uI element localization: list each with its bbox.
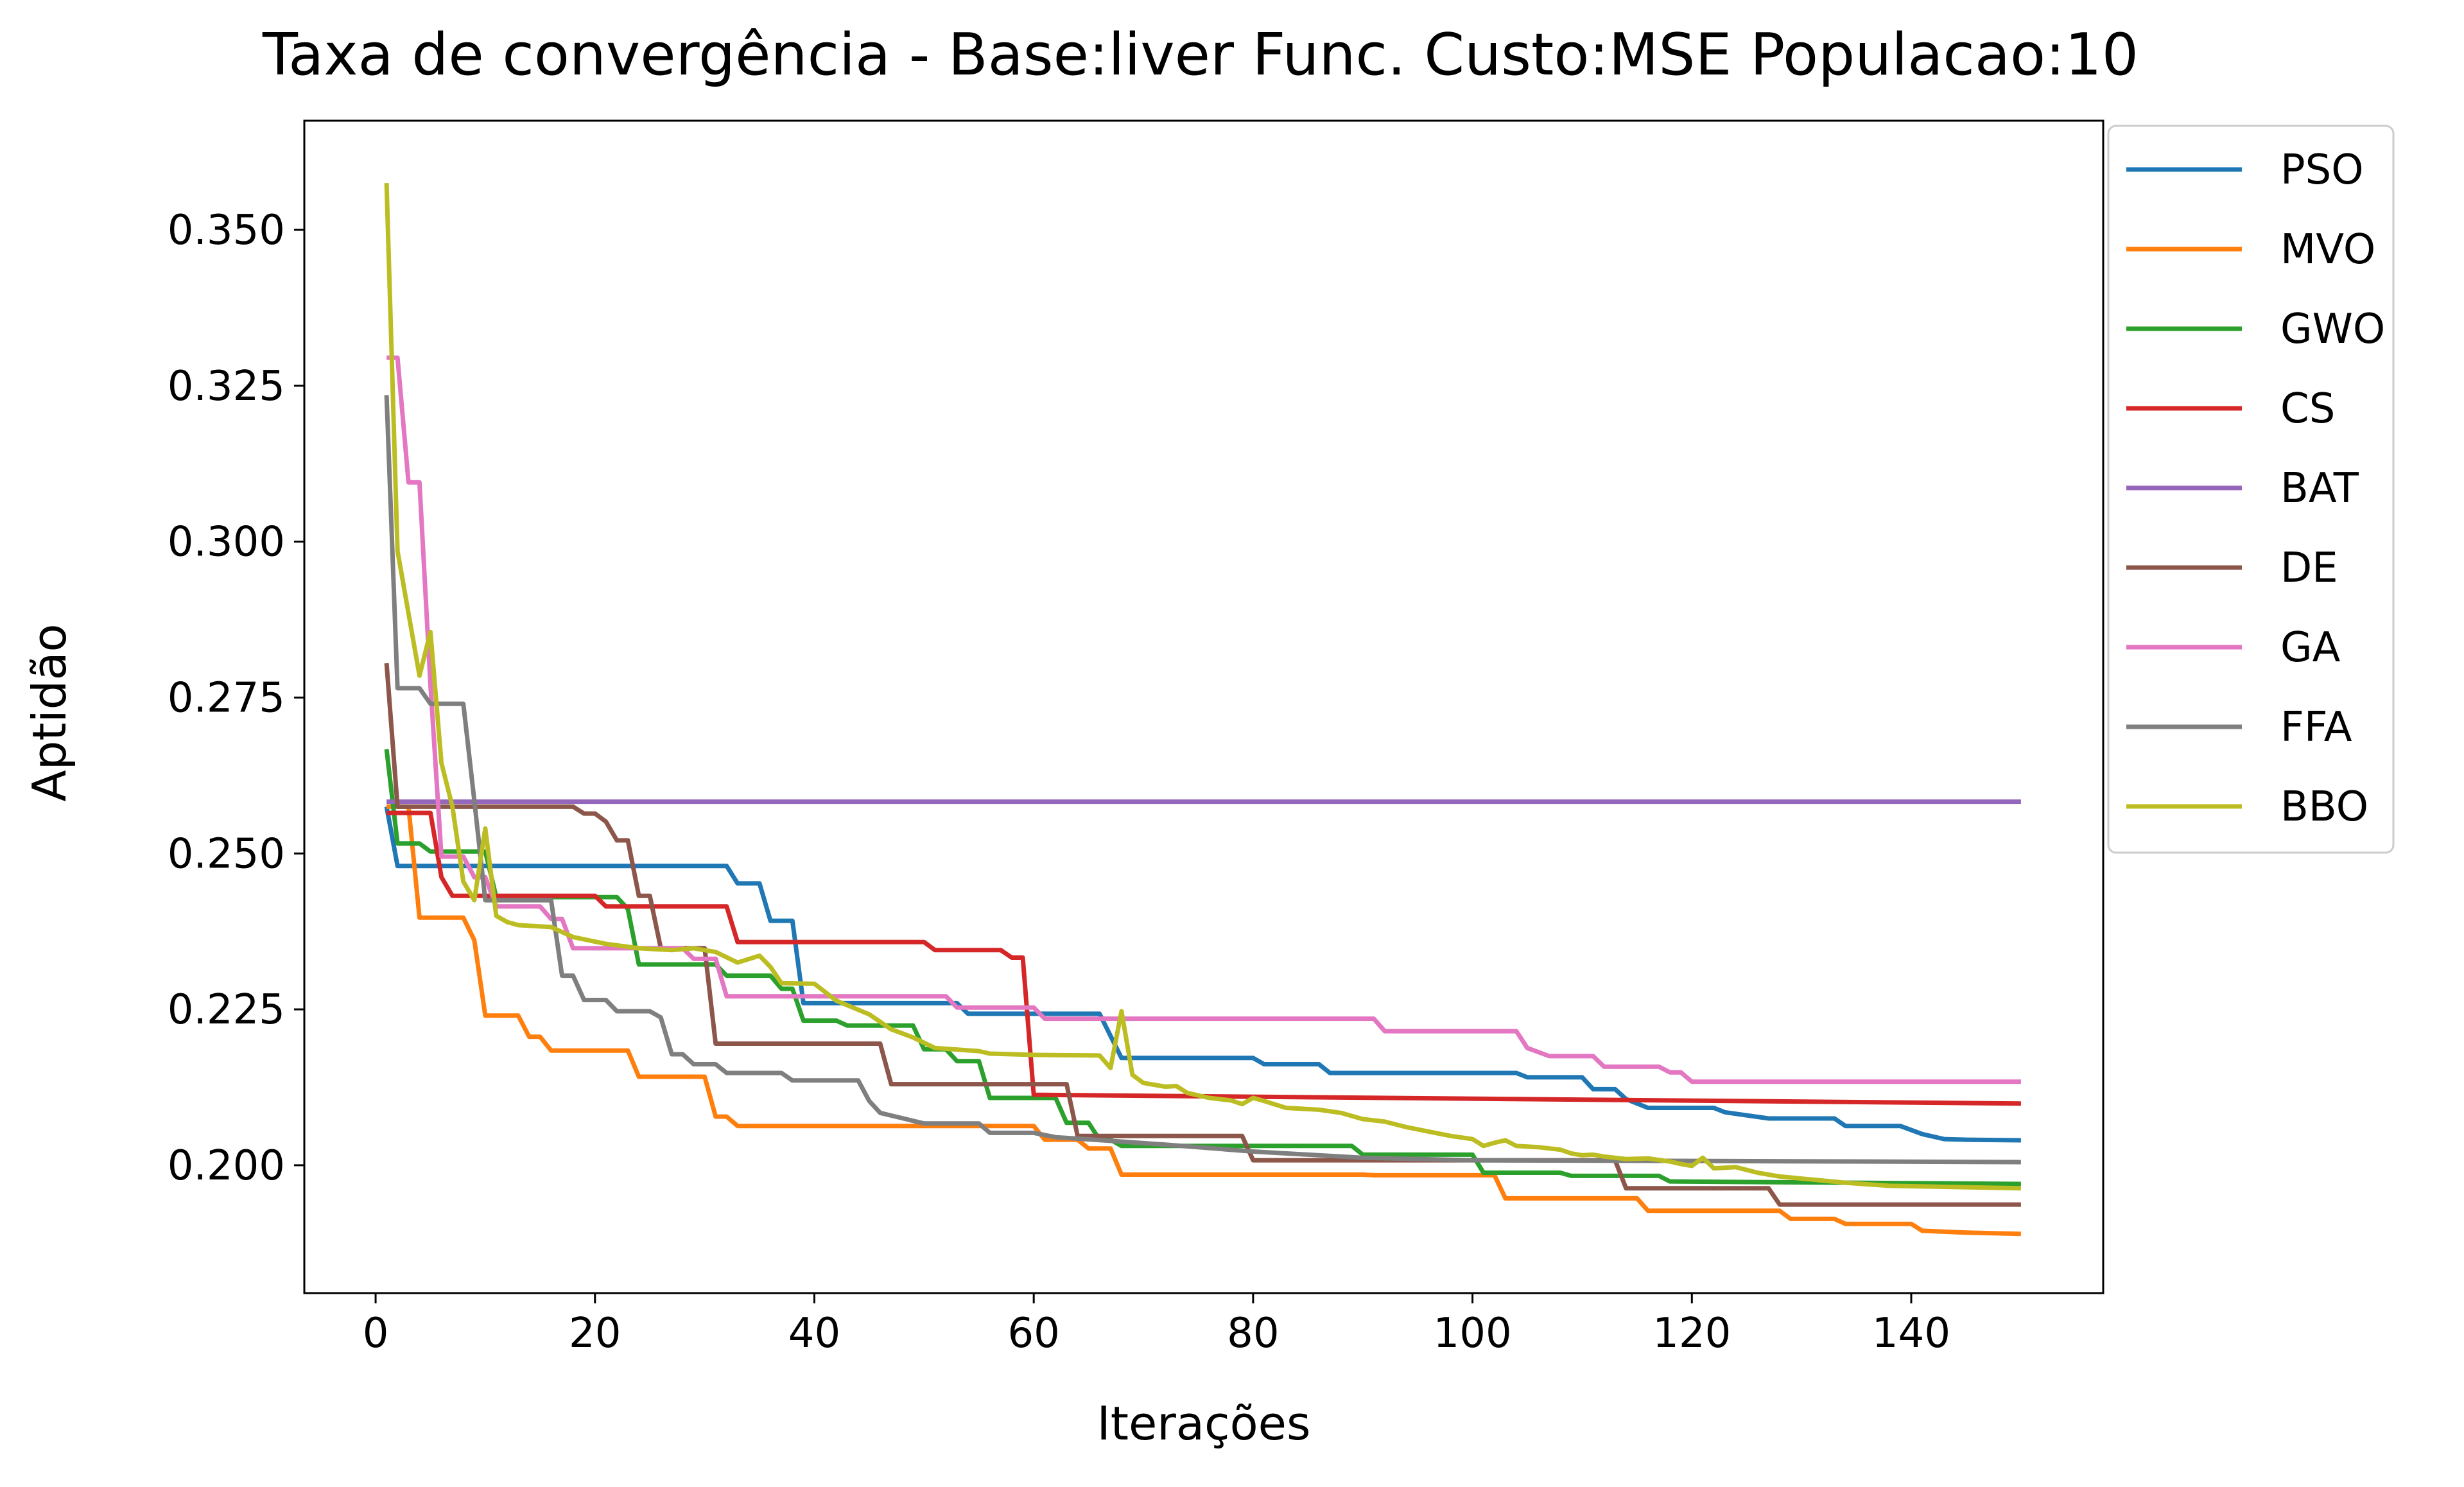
- y-tick-label: 0.350: [168, 207, 285, 254]
- series-line-pso: [384, 806, 2021, 1143]
- series-line-ffa: [384, 395, 2021, 1165]
- series-lines: [384, 182, 2021, 1237]
- legend: PSO MVO GWO CS BAT DE GA FFA BBO: [2107, 125, 2395, 854]
- legend-label-pso: PSO: [2280, 146, 2364, 194]
- chart-title: Taxa de convergência - Base:liver Func. …: [262, 21, 2139, 89]
- y-tick-label: 0.300: [168, 519, 285, 566]
- legend-label-de: DE: [2280, 544, 2338, 592]
- legend-label-ffa: FFA: [2280, 704, 2352, 751]
- y-tick-label: 0.250: [168, 830, 285, 878]
- y-tick-label: 0.200: [168, 1142, 285, 1190]
- series-line-cs: [386, 810, 2021, 1106]
- x-tick-label: 0: [363, 1310, 389, 1357]
- legend-label-ga: GA: [2280, 624, 2341, 672]
- x-tick-label: 120: [1653, 1310, 1731, 1357]
- y-axis-label: Aptidão: [22, 623, 76, 801]
- x-tick-label: 100: [1434, 1310, 1512, 1357]
- y-tick-label: 0.325: [168, 363, 285, 410]
- series-line-bbo: [384, 182, 2021, 1191]
- x-tick-label: 20: [569, 1310, 621, 1357]
- legend-label-gwo: GWO: [2280, 306, 2385, 353]
- x-tick-label: 40: [788, 1310, 840, 1357]
- y-tick-label: 0.225: [168, 986, 285, 1034]
- series-line-ga: [386, 355, 2021, 1084]
- legend-label-bat: BAT: [2280, 465, 2359, 512]
- legend-label-bbo: BBO: [2280, 783, 2368, 831]
- y-tick-label: 0.275: [168, 674, 285, 722]
- legend-label-mvo: MVO: [2280, 226, 2375, 274]
- legend-label-cs: CS: [2280, 385, 2335, 433]
- x-axis-label: Iterações: [1097, 1396, 1311, 1450]
- x-tick-label: 60: [1007, 1310, 1059, 1357]
- x-tick-label: 80: [1227, 1310, 1279, 1357]
- series-line-de: [384, 663, 2021, 1207]
- plot-area-frame: [303, 119, 2104, 1294]
- axis-ticks: 0 20 40 60 80 100 120 140 0.200 0.225 0.250 0.275 0.…: [168, 207, 1950, 1357]
- x-tick-label: 140: [1872, 1310, 1950, 1357]
- legend-frame: [2107, 125, 2395, 854]
